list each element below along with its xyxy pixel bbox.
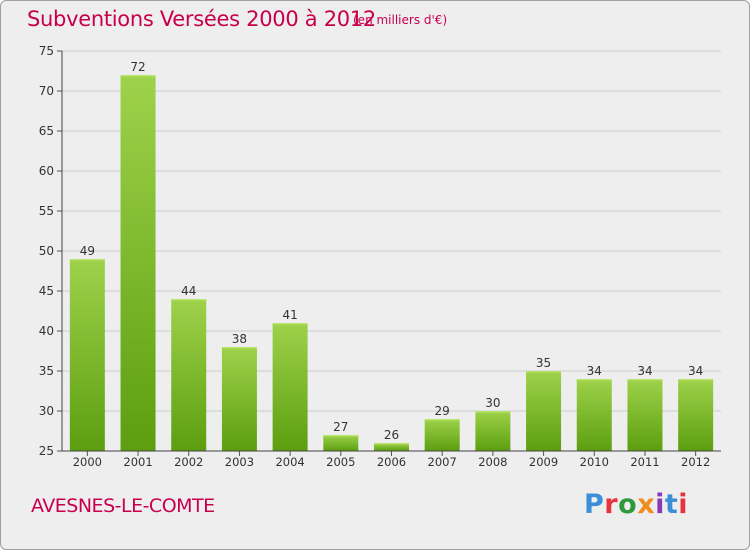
bar-highlight <box>424 419 460 421</box>
logo-letter: i <box>655 489 665 520</box>
data-label: 35 <box>536 356 551 370</box>
bar-highlight <box>221 347 257 349</box>
x-tick-label: 2002 <box>174 455 203 469</box>
bar <box>374 443 409 451</box>
bar-highlight <box>120 75 156 77</box>
bar-highlight <box>627 379 663 381</box>
y-tick-label: 30 <box>39 404 54 418</box>
bar-highlight <box>171 299 207 301</box>
bar <box>69 259 105 451</box>
bar-highlight <box>475 411 511 413</box>
bar <box>627 379 663 451</box>
bar <box>576 379 612 451</box>
logo-letter: i <box>678 489 689 520</box>
y-tick-label: 40 <box>39 324 54 338</box>
data-label: 34 <box>587 364 602 378</box>
bar-highlight <box>69 259 105 261</box>
data-label: 49 <box>80 244 95 258</box>
bar-highlight <box>678 379 714 381</box>
proxiti-logo: Proxiti <box>584 489 688 520</box>
bar <box>475 411 511 451</box>
bar <box>526 371 562 451</box>
bar-highlight <box>323 435 359 437</box>
x-tick-label: 2004 <box>275 455 304 469</box>
data-label: 26 <box>384 428 399 442</box>
bar <box>424 419 460 451</box>
y-axis-ticks: 25 30 35 40 45 50 55 60 65 70 75 <box>39 44 62 458</box>
data-labels: 49 72 44 38 41 27 26 29 30 35 34 34 34 <box>80 60 704 442</box>
x-tick-label: 2011 <box>630 455 659 469</box>
x-tick-label: 2012 <box>681 455 710 469</box>
bar <box>323 435 359 451</box>
logo-letter: x <box>637 489 656 520</box>
logo-letter: t <box>664 489 679 520</box>
bar <box>272 323 308 451</box>
x-tick-label: 2003 <box>225 455 254 469</box>
x-tick-label: 2009 <box>529 455 558 469</box>
chart-subtitle: (en milliers d'€) <box>353 13 448 27</box>
logo-letter: P <box>584 489 605 520</box>
y-tick-label: 35 <box>39 364 54 378</box>
axes <box>61 51 721 452</box>
bars <box>69 75 714 451</box>
chart-title: Subventions Versées 2000 à 2012 <box>27 7 376 31</box>
logo-letter: r <box>604 489 619 520</box>
logo-letter: o <box>618 489 638 520</box>
y-tick-label: 55 <box>39 204 54 218</box>
bar-highlight <box>374 443 409 445</box>
y-tick-label: 45 <box>39 284 54 298</box>
data-label: 34 <box>637 364 652 378</box>
bar-highlight <box>576 379 612 381</box>
y-tick-label: 50 <box>39 244 54 258</box>
data-label: 30 <box>485 396 500 410</box>
x-tick-label: 2007 <box>428 455 457 469</box>
y-tick-label: 65 <box>39 124 54 138</box>
x-tick-label: 2006 <box>377 455 406 469</box>
data-label: 34 <box>688 364 703 378</box>
grid-lines <box>62 50 721 452</box>
data-label: 72 <box>130 60 145 74</box>
bar <box>120 75 156 451</box>
data-label: 44 <box>181 284 196 298</box>
x-tick-label: 2010 <box>580 455 609 469</box>
x-tick-label: 2008 <box>478 455 507 469</box>
data-label: 41 <box>282 308 297 322</box>
x-tick-label: 2001 <box>123 455 152 469</box>
commune-name: AVESNES-LE-COMTE <box>31 495 215 517</box>
data-label: 27 <box>333 420 348 434</box>
data-label: 29 <box>435 404 450 418</box>
y-tick-label: 60 <box>39 164 54 178</box>
y-tick-label: 75 <box>39 44 54 58</box>
x-tick-label: 2000 <box>73 455 102 469</box>
data-label: 38 <box>232 332 247 346</box>
bar <box>221 347 257 451</box>
x-axis-ticks: 2000 2001 2002 2003 2004 2005 2006 2007 2008 2009… <box>73 451 710 469</box>
bar <box>171 299 207 451</box>
bar-highlight <box>272 323 308 325</box>
bar <box>678 379 714 451</box>
y-tick-label: 25 <box>39 444 54 458</box>
y-tick-label: 70 <box>39 84 54 98</box>
x-tick-label: 2005 <box>326 455 355 469</box>
bar-highlight <box>526 371 562 373</box>
